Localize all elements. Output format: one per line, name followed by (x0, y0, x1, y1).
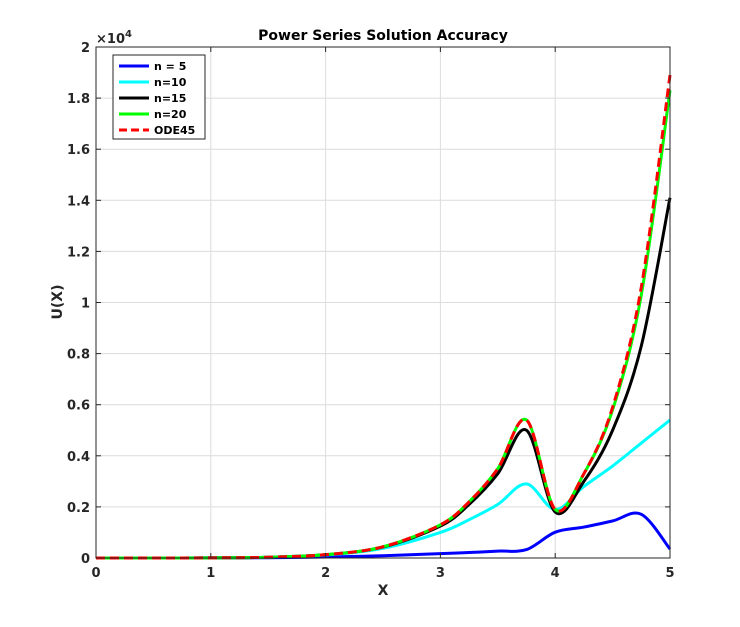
y-tick-label: 0.8 (67, 348, 90, 363)
y-tick-label: 0.2 (67, 501, 90, 516)
x-tick-label: 0 (91, 566, 100, 581)
y-exponent-base: ×10 (96, 32, 125, 47)
x-tick-label: 5 (665, 566, 674, 581)
x-ticks: 0 1 2 3 4 5 (91, 47, 675, 581)
series-line-4 (96, 74, 672, 560)
legend-label-0: n = 5 (154, 60, 186, 73)
chart-title: Power Series Solution Accuracy (258, 28, 508, 44)
y-tick-label: 1.6 (67, 143, 90, 158)
x-tick-label: 4 (551, 566, 560, 581)
y-tick-label: 0 (81, 552, 90, 567)
x-axis-label: X (378, 583, 389, 599)
x-tick-label: 3 (436, 566, 445, 581)
y-tick-label: 1.4 (67, 194, 90, 209)
y-tick-label: 1.8 (67, 92, 90, 107)
legend-label-3: n=20 (154, 108, 187, 121)
y-axis-label: U(X) (50, 285, 66, 320)
y-ticks: 0 0.2 0.4 0.6 0.8 1 1.2 1.4 1.6 1.8 2 (67, 41, 670, 567)
y-tick-label: 2 (81, 41, 90, 56)
y-exponent-power: 4 (125, 29, 132, 40)
legend-label-4: ODE45 (154, 124, 195, 137)
legend: n = 5 n=10 n=15 n=20 ODE45 (112, 54, 206, 140)
y-tick-label: 0.6 (67, 399, 90, 414)
y-tick-label: 1.2 (67, 245, 90, 260)
y-exponent-label: ×104 (96, 29, 132, 47)
x-tick-label: 1 (206, 566, 215, 581)
y-tick-label: 0.4 (67, 450, 90, 465)
x-tick-label: 2 (321, 566, 330, 581)
legend-label-2: n=15 (154, 92, 186, 105)
legend-label-1: n=10 (154, 76, 187, 89)
y-tick-label: 1 (81, 297, 90, 312)
